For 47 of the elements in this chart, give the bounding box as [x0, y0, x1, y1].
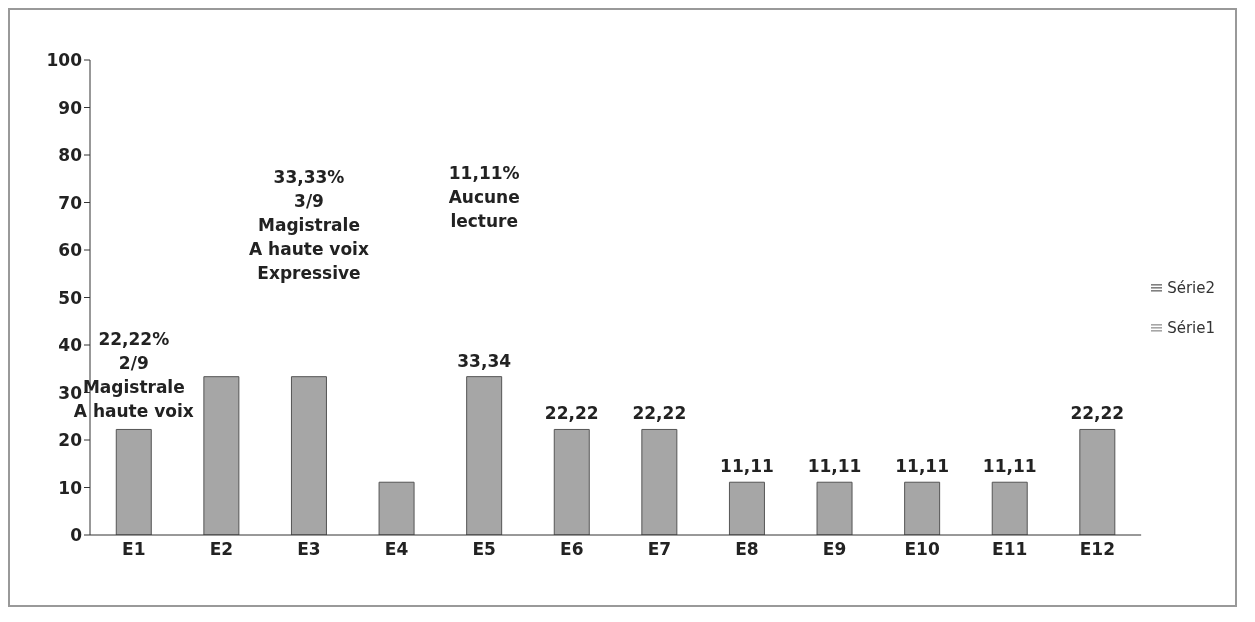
data-label: 11,11	[720, 456, 774, 477]
data-label: 22,22	[632, 403, 687, 424]
bar	[378, 481, 415, 535]
y-tick-label: 20	[58, 430, 83, 451]
data-label: 22,22	[1070, 403, 1125, 424]
x-tick-label: E8	[735, 539, 759, 560]
x-tick-label: E2	[209, 539, 234, 560]
bar	[553, 428, 590, 535]
y-tick-label: 70	[58, 192, 83, 213]
bar	[816, 481, 853, 535]
bar	[728, 481, 765, 535]
x-tick-label: E7	[647, 539, 672, 560]
x-tick-label: E9	[822, 539, 847, 560]
y-tick-label: 50	[58, 287, 83, 308]
bar	[203, 376, 240, 535]
x-tick-label: E3	[297, 539, 321, 560]
data-label: 33,34	[457, 350, 512, 371]
annotation: 11,11% Aucune lecture	[448, 163, 520, 231]
y-tick-label: 30	[58, 382, 83, 403]
x-tick-label: E5	[472, 539, 496, 560]
data-label: 11,11	[807, 456, 862, 477]
y-tick-label: 100	[46, 50, 83, 71]
data-label: 11,11	[895, 456, 950, 477]
y-tick-label: 10	[58, 477, 83, 498]
y-tick-label: 60	[58, 240, 83, 261]
y-tick-label: 90	[58, 97, 83, 118]
x-tick-label: E6	[560, 539, 584, 560]
y-tick-label: 0	[70, 525, 83, 546]
x-tick-label: E1	[122, 539, 146, 560]
x-tick-label: E11	[992, 539, 1028, 560]
x-tick-label: E12	[1079, 539, 1115, 560]
x-tick-label: E4	[384, 539, 409, 560]
legend-label: Série2	[1167, 278, 1215, 297]
bar	[1079, 428, 1116, 535]
x-tick-label: E10	[904, 539, 940, 560]
y-tick-label: 40	[58, 335, 83, 356]
data-label: 22,22	[544, 403, 599, 424]
bar	[904, 481, 941, 535]
y-tick-label: 80	[58, 145, 83, 166]
data-label: 11,11	[982, 456, 1037, 477]
annotation: 33,33% 3/9 Magistrale A haute voix Expressive	[249, 167, 369, 284]
bar	[290, 376, 327, 535]
bar	[991, 481, 1028, 535]
bar	[115, 428, 152, 535]
bar	[641, 428, 678, 535]
legend-label: Série1	[1167, 318, 1215, 337]
bar	[466, 376, 503, 535]
